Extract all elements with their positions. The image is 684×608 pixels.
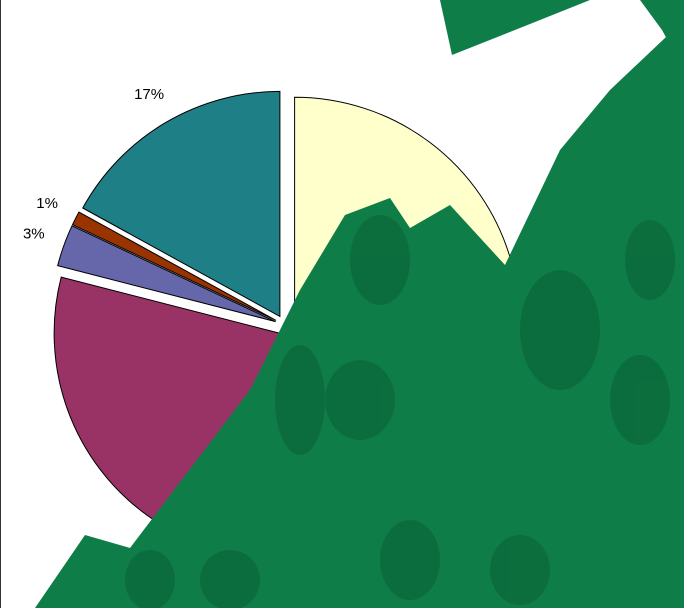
overlay-shape (640, 0, 684, 70)
green-overlay (35, 0, 684, 608)
pie-slice (57, 225, 276, 323)
overlay-shape (440, 0, 590, 55)
pie-slice (82, 90, 281, 318)
slice-label: 1% (36, 195, 58, 212)
slice-label: 3% (23, 226, 45, 243)
overlay-shape (35, 20, 684, 608)
overlay-pattern (125, 215, 675, 608)
pie-slice (71, 211, 277, 321)
slice-label: 17% (134, 86, 164, 103)
